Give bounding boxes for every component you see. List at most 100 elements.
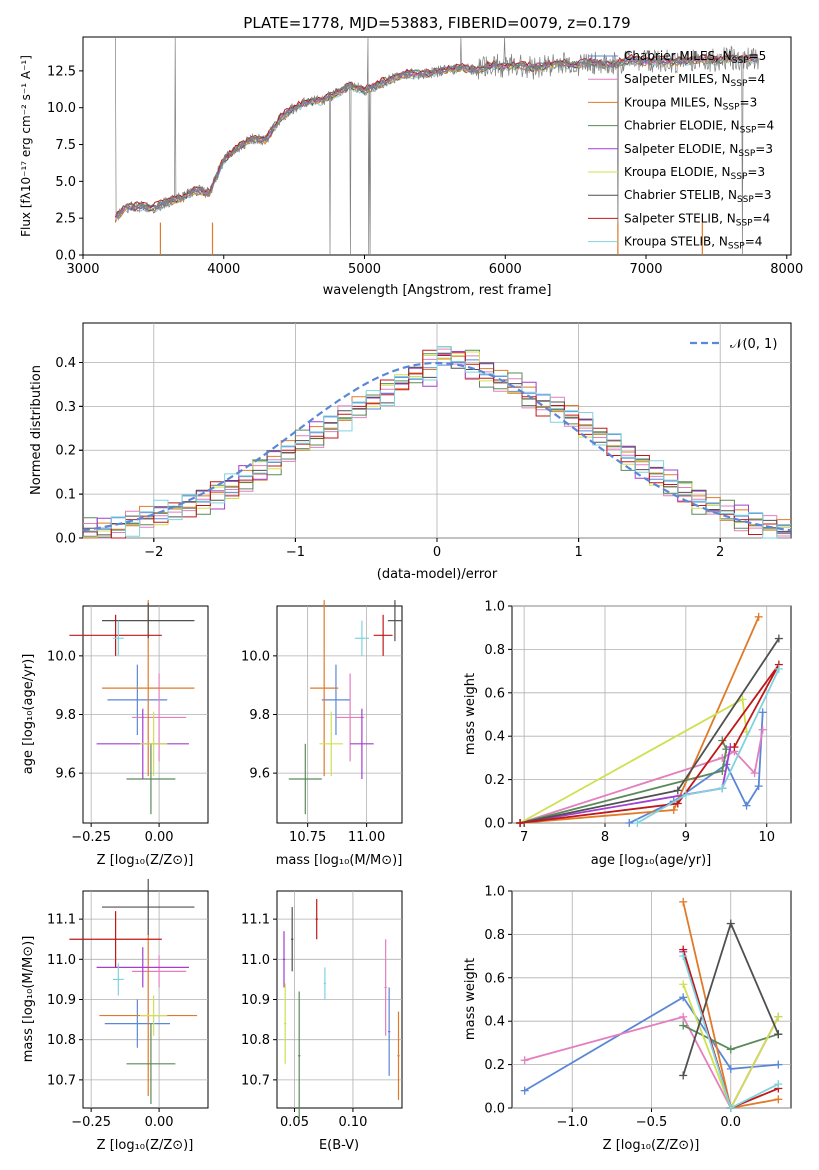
- legend-eq: =3: [747, 165, 765, 179]
- x-tick-label: −1: [286, 545, 305, 560]
- x-tick-label: 0.00: [145, 830, 174, 845]
- spectrum-panel: 3000 4000 5000 6000 7000 8000 0.0 2.5 5.0 7.5 10.…: [19, 36, 803, 298]
- mw-vs-Z-ylabel: mass weight: [463, 958, 478, 1040]
- y-tick-label: 0.0: [484, 817, 505, 832]
- residual-histograms: [83, 346, 791, 539]
- data-line: [115, 36, 759, 256]
- y-tick-label: 11.1: [47, 913, 76, 928]
- legend-sub: SSP: [728, 242, 745, 252]
- y-tick-label: 0.0: [55, 532, 76, 547]
- legend-eq: =3: [755, 142, 773, 156]
- spectrum-legend: Chabrier MILES, NSSP=5 Salpeter MILES, NS…: [588, 49, 774, 252]
- residual-panel: −2 −1 0 1 2 0.0 0.1 0.2 0.3 0.4 𝒩(0, 1) (data-mo…: [29, 322, 792, 582]
- x-tick-label: 0: [433, 545, 441, 560]
- legend-eq: =4: [756, 119, 774, 133]
- x-tick-label: 10: [758, 830, 775, 845]
- mass-vs-Z-xlabel: Z [log₁₀(Z/Z⊙)]: [97, 1138, 194, 1153]
- legend-sub: SSP: [731, 172, 748, 182]
- y-tick-label: 9.6: [55, 767, 76, 782]
- age-vs-Z-ylabel: age [log₁₀(age/yr)]: [21, 654, 36, 775]
- spectrum-y-ticks: 0.0 2.5 5.0 7.5 10.0 12.5: [47, 64, 83, 264]
- legend-sub: SSP: [737, 195, 754, 205]
- y-tick-label: 9.6: [249, 767, 270, 782]
- x-tick-label: 8: [601, 830, 609, 845]
- y-tick-label: 10.9: [47, 993, 76, 1008]
- age-vs-Z-xlabel: Z [log₁₀(Z/Z⊙)]: [97, 853, 194, 868]
- mass-vs-Z-panel: −0.25 0.00 10.7 10.8 10.9 11.0 11.1 Z [log₁₀(Z…: [21, 878, 209, 1153]
- y-tick-label: 10.8: [47, 1033, 76, 1048]
- mass-vs-ebv-xlabel: E(B-V): [319, 1138, 359, 1153]
- y-tick-label: 9.8: [55, 708, 76, 723]
- x-tick-label: 0.10: [338, 1115, 367, 1130]
- x-tick-label: −1.0: [556, 1115, 588, 1130]
- y-tick-label: 10.7: [47, 1073, 76, 1088]
- normal-legend-label: 𝒩(0, 1): [730, 337, 777, 352]
- residual-ylabel: Normed distribution: [29, 365, 44, 495]
- x-tick-label: 5000: [348, 262, 381, 277]
- x-tick-label: 1: [574, 545, 582, 560]
- y-tick-label: 1.0: [484, 600, 505, 615]
- y-tick-label: 0.4: [55, 356, 76, 371]
- y-tick-label: 0.1: [55, 488, 76, 503]
- x-tick-label: 0.00: [145, 1115, 174, 1130]
- mw-vs-age-ylabel: mass weight: [463, 673, 478, 755]
- age-vs-Z-panel: −0.25 0.00 9.6 9.8 10.0 Z [log₁₀(Z/Z⊙)] age …: [21, 600, 209, 868]
- legend-label: Kroupa STELIB, NSSP=4: [624, 235, 762, 252]
- x-tick-label: −2: [144, 545, 163, 560]
- y-tick-label: 11.0: [47, 953, 76, 968]
- y-tick-label: 0.8: [484, 643, 505, 658]
- y-tick-label: 0.0: [484, 1102, 505, 1117]
- y-tick-label: 0.6: [484, 971, 505, 986]
- mw-vs-Z-marks: −1.0 −0.5 0.0 0.0 0.2 0.4 0.6 0.8 1.0: [484, 885, 791, 1130]
- mw-vs-Z-xlabel: Z [log₁₀(Z/Z⊙)]: [603, 1138, 700, 1153]
- x-tick-label: 6000: [489, 262, 522, 277]
- y-tick-label: 0.4: [484, 730, 505, 745]
- legend-label: Kroupa ELODIE, NSSP=3: [624, 165, 765, 182]
- legend-sub: SSP: [723, 102, 740, 112]
- y-tick-label: 0.0: [55, 249, 76, 264]
- mass-vs-ebv-marks: 0.05 0.10 10.7 10.8 10.9 11.0 11.1: [241, 891, 402, 1130]
- mass-weight-line: [519, 664, 780, 824]
- x-tick-label: 4000: [207, 262, 240, 277]
- mass-vs-Z-ylabel: mass [log₁₀(M/M⊙)]: [21, 936, 36, 1063]
- x-tick-label: 2: [716, 545, 724, 560]
- y-tick-label: 1.0: [484, 885, 505, 900]
- y-tick-label: 10.0: [241, 649, 270, 664]
- legend-sub: SSP: [740, 126, 757, 136]
- mw-vs-age-xlabel: age [log₁₀(age/yr)]: [591, 853, 712, 868]
- legend-label: Chabrier STELIB, NSSP=3: [624, 188, 772, 205]
- y-tick-label: 11.0: [241, 953, 270, 968]
- residual-x-ticks: −2 −1 0 1 2: [144, 538, 724, 560]
- age-vs-mass-panel: 10.75 11.00 9.6 9.8 10.0 mass [log₁₀(M/M⊙)]: [241, 600, 403, 868]
- residual-y-ticks: 0.0 0.1 0.2 0.3 0.4: [55, 356, 83, 547]
- mw-vs-Z-panel: −1.0 −0.5 0.0 0.0 0.2 0.4 0.6 0.8 1.0 Z [log₁₀(Z…: [463, 885, 792, 1153]
- age-vs-Z-marks: −0.25 0.00 9.6 9.8 10.0: [47, 600, 208, 845]
- y-tick-label: 0.4: [484, 1015, 505, 1030]
- figure-title: PLATE=1778, MJD=53883, FIBERID=0079, z=0…: [243, 14, 630, 32]
- x-tick-label: −0.5: [636, 1115, 668, 1130]
- x-tick-label: 7: [520, 830, 528, 845]
- legend-eq: =4: [747, 72, 765, 86]
- legend-sub: SSP: [731, 79, 748, 89]
- y-tick-label: 7.5: [55, 138, 76, 153]
- y-tick-label: 5.0: [55, 175, 76, 190]
- legend-label: Salpeter ELODIE, NSSP=3: [624, 142, 773, 159]
- x-tick-label: −0.25: [71, 1115, 111, 1130]
- x-tick-label: 3000: [66, 262, 99, 277]
- y-tick-label: 2.5: [55, 212, 76, 227]
- legend-eq: =3: [754, 188, 772, 202]
- y-tick-label: 0.3: [55, 400, 76, 415]
- y-tick-label: 10.8: [241, 1033, 270, 1048]
- age-vs-mass-xlabel: mass [log₁₀(M/M⊙)]: [276, 853, 403, 868]
- y-tick-label: 0.2: [484, 1058, 505, 1073]
- legend-eq: =4: [745, 235, 763, 249]
- x-tick-label: 8000: [770, 262, 803, 277]
- spectrum-x-ticks: 3000 4000 5000 6000 7000 8000: [66, 255, 803, 277]
- legend-sub: SSP: [732, 56, 749, 66]
- legend-label: Salpeter MILES, NSSP=4: [624, 72, 765, 89]
- y-tick-label: 0.6: [484, 686, 505, 701]
- x-tick-label: 9: [682, 830, 690, 845]
- y-tick-label: 11.1: [241, 913, 270, 928]
- spectrum-ylabel: Flux [fλ10⁻¹⁷ erg cm⁻² s⁻¹ A⁻¹]: [19, 55, 33, 237]
